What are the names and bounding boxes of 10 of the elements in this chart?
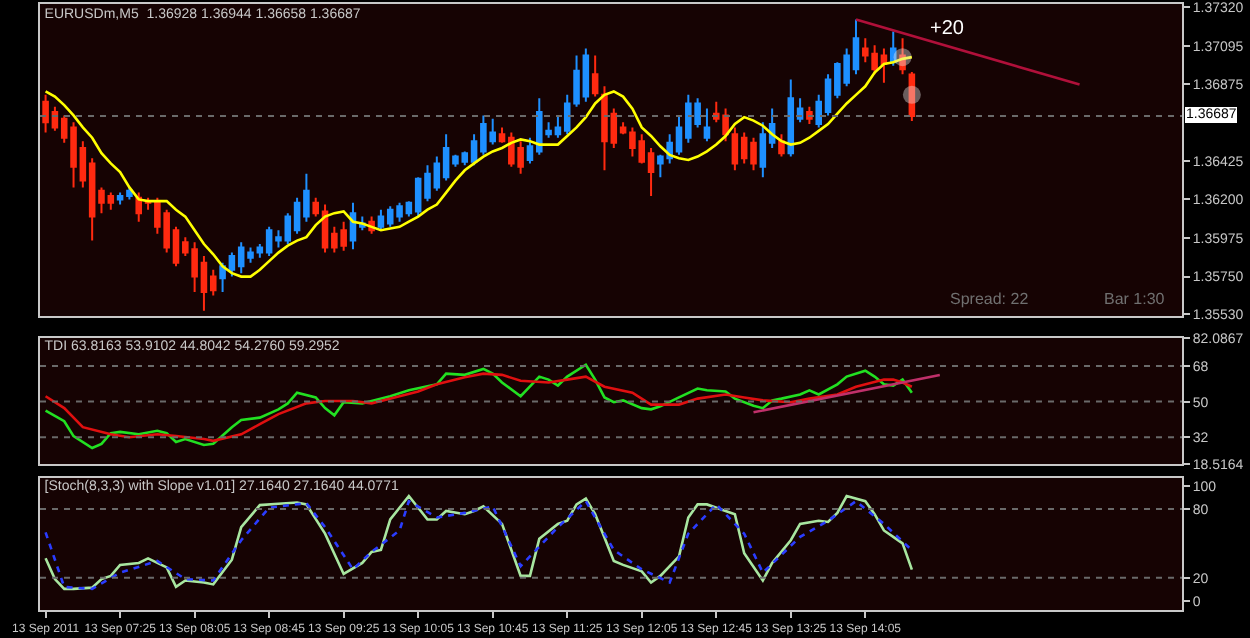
candlestick [703,107,711,143]
annotation: +20 [930,18,965,40]
candlestick [889,30,897,67]
annotation: Bar 1:30 [1104,290,1166,308]
annotation: Spread: 22 [950,290,1030,308]
candlestick [787,78,795,158]
candlestick [591,54,599,98]
candlestick [135,191,143,223]
candlestick [908,70,916,122]
candlestick [778,133,785,158]
